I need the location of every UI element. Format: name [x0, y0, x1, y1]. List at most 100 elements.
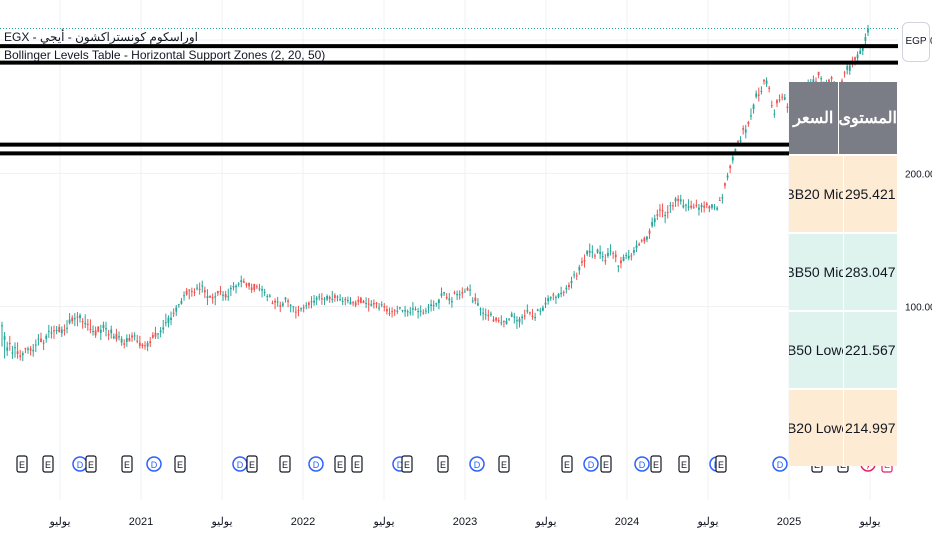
candle-body: [437, 299, 440, 304]
candle-body: [664, 215, 667, 217]
y-tick-label: 200.000: [905, 169, 932, 180]
candle-body: [539, 310, 542, 312]
x-tick-label: 2022: [291, 516, 315, 528]
candle-body: [411, 308, 414, 310]
earnings-icon[interactable]: E: [401, 455, 413, 473]
candle-body: [687, 206, 690, 208]
dividend-icon[interactable]: D: [232, 456, 248, 472]
candle-body: [505, 320, 508, 325]
earnings-icon[interactable]: E: [650, 455, 662, 473]
candle-body: [617, 265, 620, 267]
svg-text:E: E: [88, 460, 94, 470]
candle-body: [320, 298, 323, 300]
candle-body: [601, 256, 604, 258]
candle-body: [549, 296, 552, 299]
candle-body: [828, 79, 830, 82]
candle-body: [414, 309, 417, 311]
candle-body: [232, 286, 235, 288]
dividend-icon[interactable]: D: [634, 456, 650, 472]
candle-body: [261, 289, 263, 291]
candle-body: [1, 325, 3, 327]
candle-body: [500, 322, 503, 324]
candle-body: [768, 87, 771, 89]
candle-body: [424, 310, 427, 312]
candle-body: [440, 293, 443, 296]
candle-body: [435, 303, 438, 305]
candle-body: [141, 344, 144, 347]
indicator-legend[interactable]: Bollinger Levels Table - Horizontal Supp…: [4, 48, 326, 62]
candle-body: [240, 280, 243, 283]
x-tick-label: يوليو: [534, 516, 556, 528]
earnings-icon[interactable]: E: [678, 455, 690, 473]
dividend-icon[interactable]: D: [583, 456, 599, 472]
earnings-icon[interactable]: E: [174, 455, 186, 473]
earnings-icon[interactable]: E: [85, 455, 97, 473]
candle-body: [266, 296, 269, 297]
candle-body: [867, 28, 869, 33]
candle-body: [783, 97, 786, 100]
candle-body: [770, 105, 773, 107]
candle-body: [19, 355, 22, 357]
candle-body: [843, 72, 846, 74]
candle-body: [175, 307, 178, 312]
header-level: المستوى: [839, 82, 898, 154]
earnings-icon[interactable]: E: [246, 455, 258, 473]
earnings-icon[interactable]: E: [437, 455, 449, 473]
earnings-icon[interactable]: E: [42, 455, 54, 473]
candle-body: [45, 335, 48, 339]
candle-body: [107, 334, 110, 336]
earnings-icon[interactable]: E: [279, 455, 291, 473]
candle-body: [214, 296, 217, 298]
candle-body: [656, 214, 659, 216]
candle-body: [750, 115, 752, 117]
candle-body: [120, 338, 123, 343]
header-price: السعر: [789, 82, 839, 154]
dividend-icon[interactable]: D: [72, 456, 88, 472]
candle-body: [92, 331, 94, 333]
currency-button[interactable]: EGP: [902, 22, 930, 62]
candle-body: [737, 141, 739, 143]
dividend-icon[interactable]: D: [308, 456, 324, 472]
event-markers[interactable]: EEDEEDEDEEDEEDEEDEEDEDEEDEDEEE: [16, 455, 893, 473]
candle-body: [354, 302, 357, 306]
candle-body: [287, 300, 289, 302]
candle-body: [705, 203, 708, 206]
candles: [1, 24, 869, 362]
earnings-icon[interactable]: E: [498, 455, 510, 473]
earnings-icon[interactable]: E: [600, 455, 612, 473]
candle-body: [739, 140, 742, 142]
candle-body: [492, 319, 495, 322]
candle-body: [76, 316, 79, 318]
dividend-icon[interactable]: D: [146, 456, 162, 472]
earnings-icon[interactable]: E: [351, 455, 363, 473]
earnings-icon[interactable]: E: [121, 455, 133, 473]
level-name: BB20 Mid: [789, 156, 844, 232]
levels-table: السعر المستوى BB20 Mid 295.421 BB50 Mid …: [789, 82, 898, 466]
candle-body: [227, 296, 230, 298]
x-axis[interactable]: يوليو 2021 يوليو 2022 يوليو 2023 يوليو 2024 يولي…: [48, 516, 880, 528]
y-axis[interactable]: 300.000200.000100.000: [905, 36, 932, 314]
candle-body: [744, 129, 747, 133]
candle-body: [523, 315, 526, 317]
candle-body: [609, 250, 612, 252]
candle-body: [627, 255, 630, 259]
candle-body: [583, 260, 586, 262]
candle-body: [471, 300, 474, 302]
earnings-icon[interactable]: E: [561, 455, 573, 473]
candle-body: [612, 252, 615, 254]
earnings-icon[interactable]: E: [715, 455, 727, 473]
candle-body: [461, 292, 464, 294]
symbol-legend[interactable]: EGX - ﺍﻭﺭﺍﺳﻜﻮﻡ ﻛﻮﻧﺴﺘﺮﺍﻛﺸﻮﻥ - ﺃﻳﺠﻲ: [4, 30, 198, 44]
dividend-icon[interactable]: D: [469, 456, 485, 472]
dividend-icon[interactable]: D: [772, 456, 788, 472]
earnings-icon[interactable]: E: [16, 455, 28, 473]
earnings-icon[interactable]: E: [334, 455, 346, 473]
support-lines: [0, 44, 898, 156]
candle-body: [450, 300, 453, 303]
candle-body: [110, 329, 113, 334]
candle-body: [378, 307, 380, 309]
candle-body: [37, 338, 40, 340]
candle-body: [388, 312, 391, 314]
candle-body: [42, 342, 45, 344]
candle-body: [185, 290, 188, 295]
